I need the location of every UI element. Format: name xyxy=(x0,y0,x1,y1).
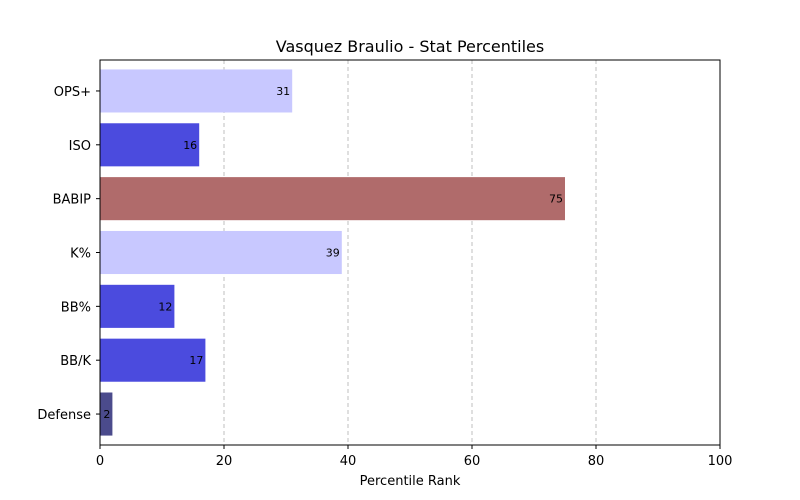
x-tick-label: 0 xyxy=(96,454,104,469)
chart-title: Vasquez Braulio - Stat Percentiles xyxy=(276,37,544,56)
x-tick-label: 100 xyxy=(708,454,733,469)
bar-bb-k xyxy=(100,338,206,382)
y-tick-label: ISO xyxy=(69,139,91,154)
bar-value-label: 16 xyxy=(183,139,197,152)
x-tick-label: 20 xyxy=(216,454,233,469)
bar-value-label: 12 xyxy=(158,300,172,313)
bar-k xyxy=(100,230,342,275)
bar-babip xyxy=(100,177,565,221)
x-axis: 0 20 40 60 80 100 xyxy=(96,445,733,469)
bar-value-label: 31 xyxy=(276,85,290,98)
x-axis-label: Percentile Rank xyxy=(360,474,461,489)
x-tick-label: 60 xyxy=(464,454,481,469)
y-tick-label: BABIP xyxy=(53,193,92,208)
bar-value-label: 17 xyxy=(189,354,203,367)
y-tick-label: BB/K xyxy=(60,354,91,369)
y-axis: OPS+ ISO BABIP K% BB% BB/K Defense xyxy=(37,85,100,423)
y-tick-label: BB% xyxy=(61,300,91,315)
bar-value-label: 75 xyxy=(549,193,563,206)
bar-iso xyxy=(100,123,200,167)
bar-value-label: 2 xyxy=(103,408,110,421)
bar-ops xyxy=(100,69,293,113)
x-tick-label: 40 xyxy=(340,454,357,469)
y-tick-label: Defense xyxy=(37,408,91,423)
bar-defense xyxy=(100,392,113,436)
y-tick-label: K% xyxy=(70,247,91,262)
bar-value-label: 39 xyxy=(326,247,340,260)
bar-bb xyxy=(100,284,175,328)
bar-layer: 31 16 75 39 12 17 2 xyxy=(100,69,565,436)
x-tick-label: 80 xyxy=(588,454,605,469)
y-tick-label: OPS+ xyxy=(54,85,91,100)
